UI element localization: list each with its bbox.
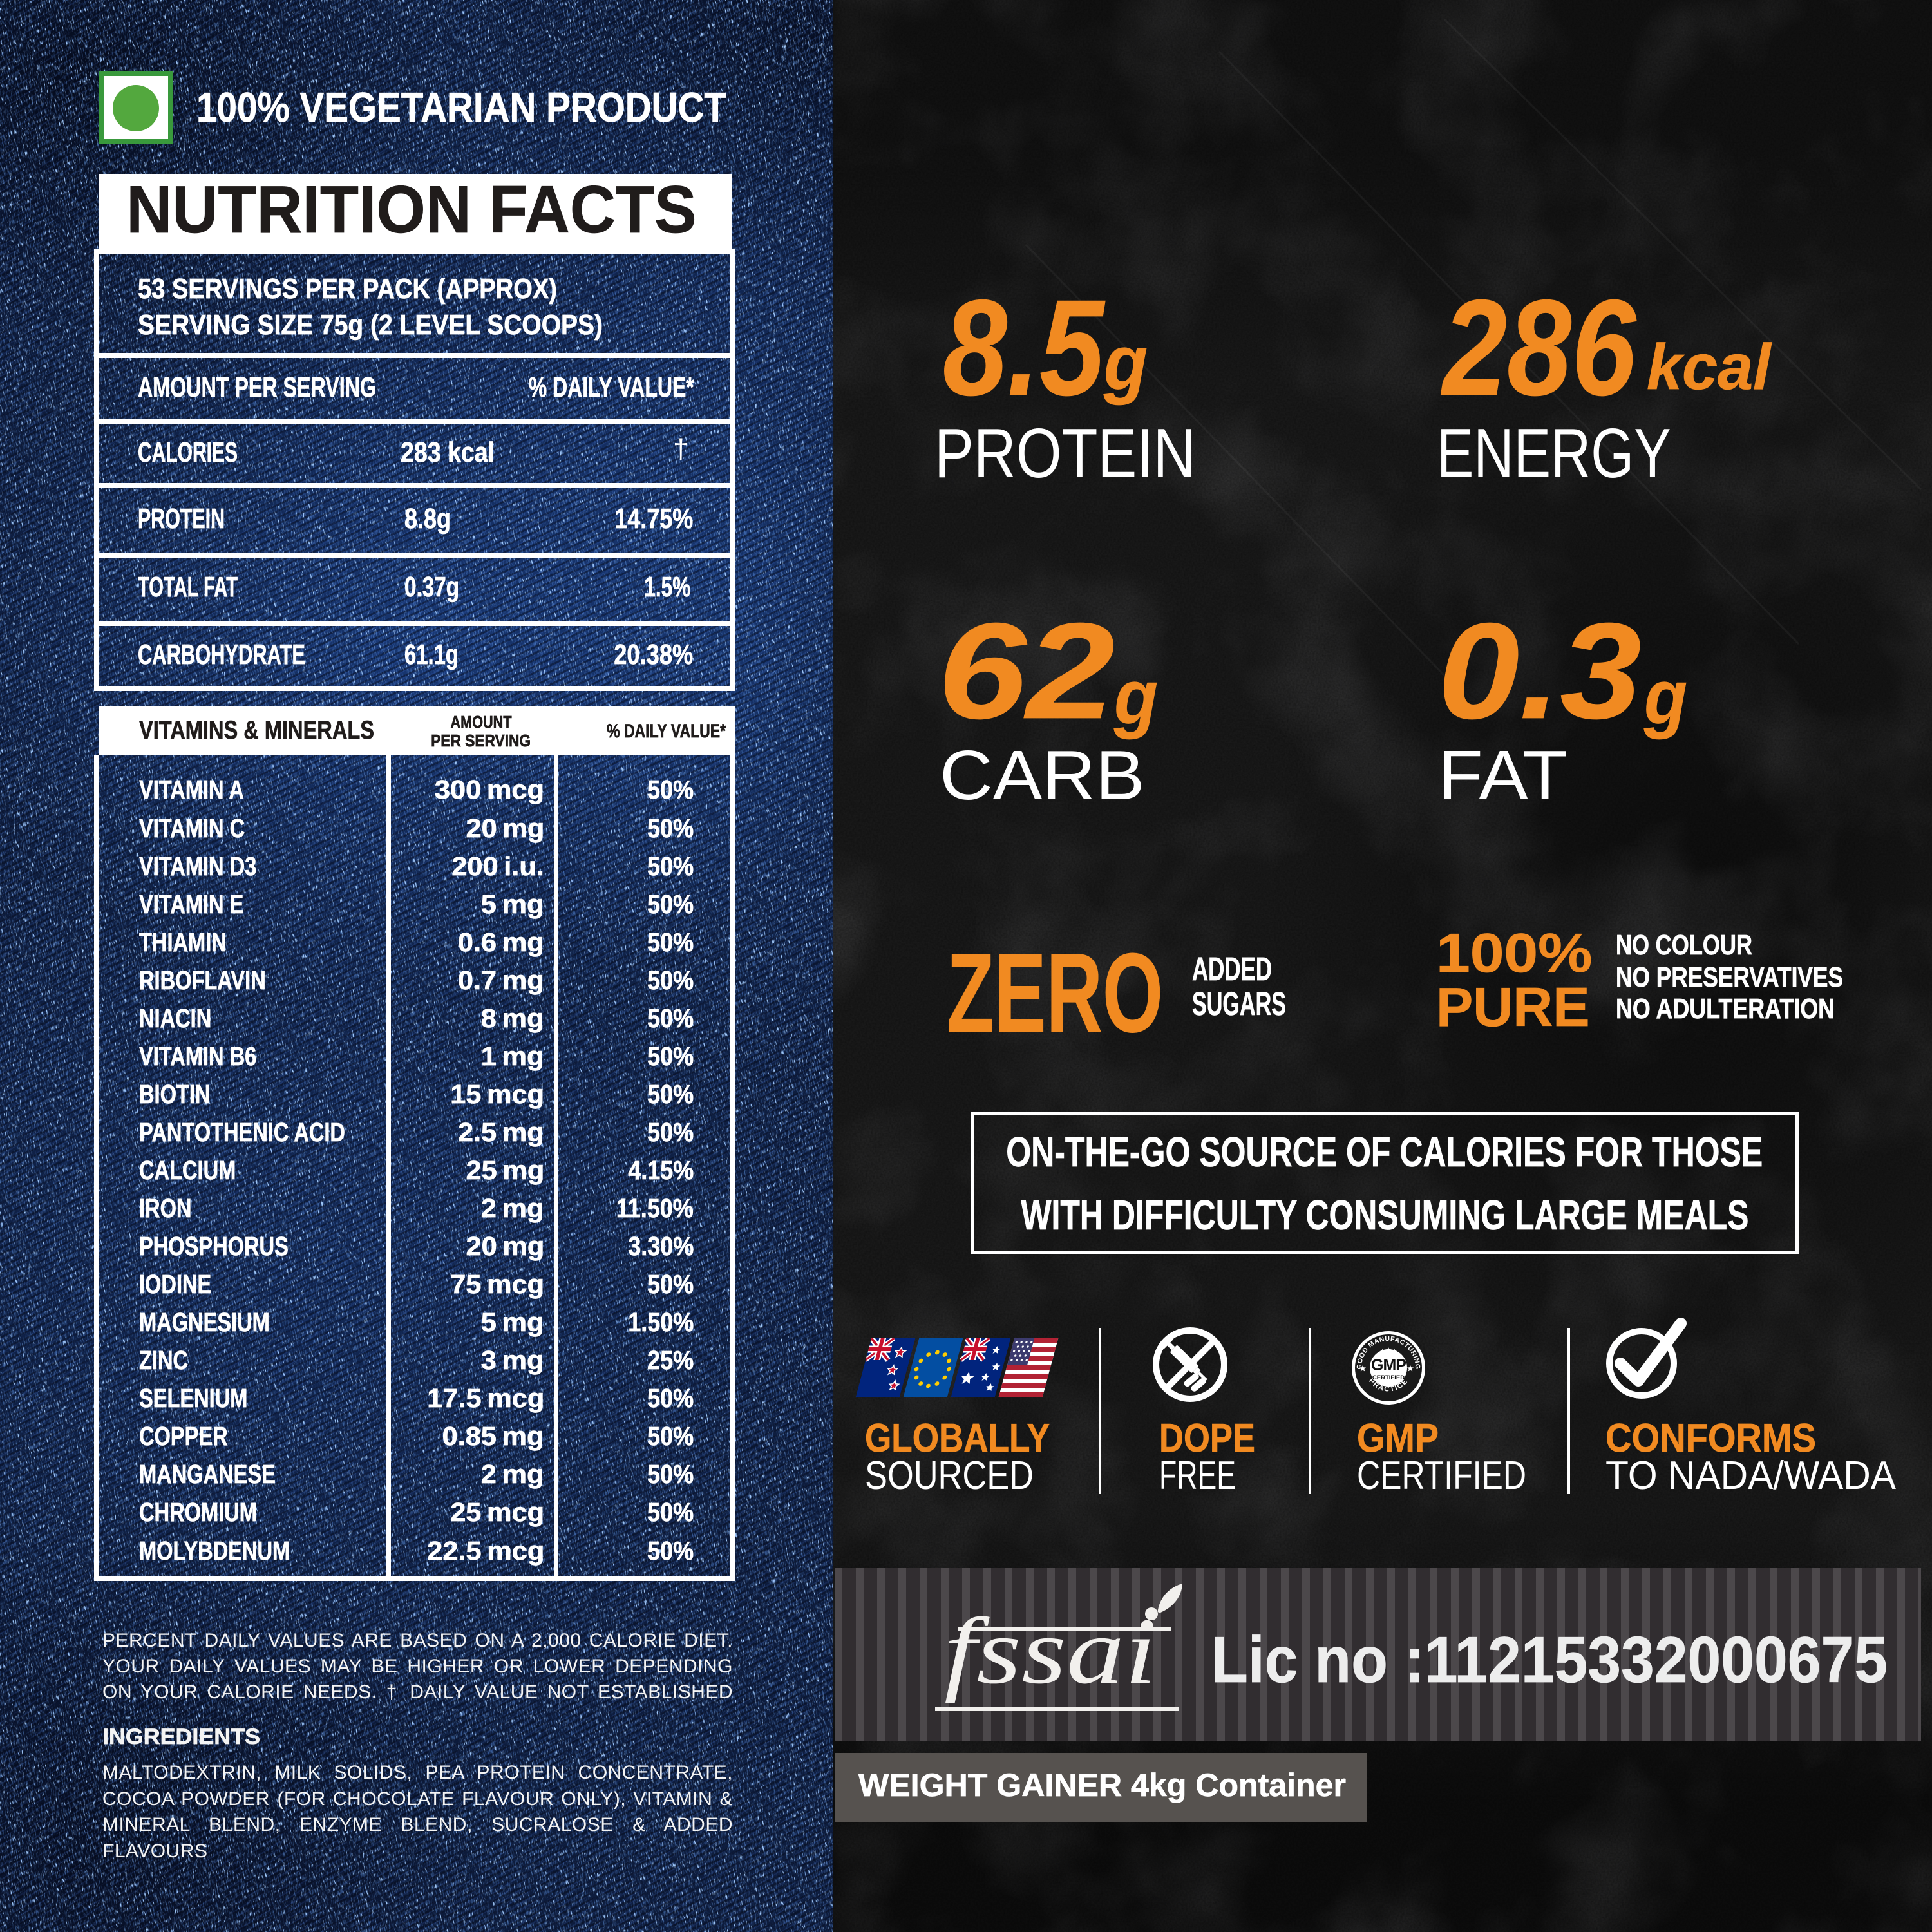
- svg-text:fssai: fssai: [944, 1598, 1157, 1703]
- svg-text:GMP: GMP: [1371, 1356, 1406, 1374]
- svg-text:CERTIFIED: CERTIFIED: [1372, 1374, 1405, 1381]
